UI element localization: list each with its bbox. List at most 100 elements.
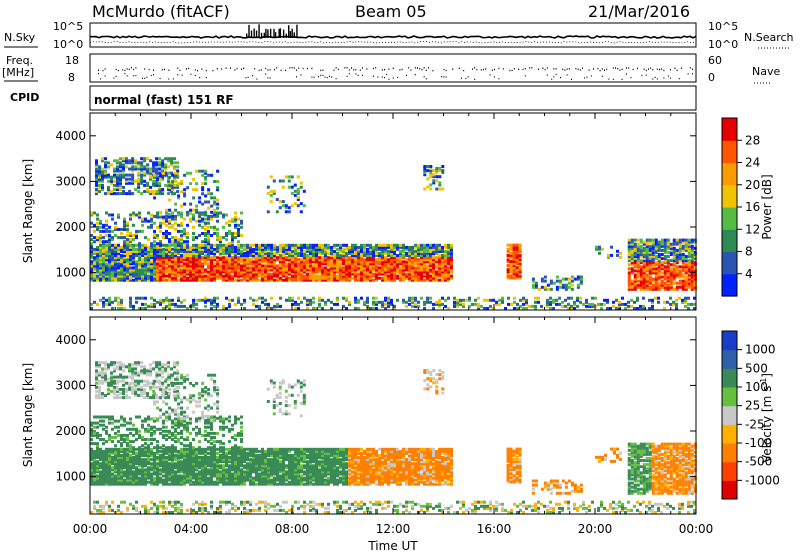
- heatmap-cell: [543, 287, 547, 291]
- heatmap-cell: [576, 285, 580, 289]
- heatmap-cell: [282, 262, 285, 266]
- heatmap-cell: [474, 302, 477, 306]
- heatmap-cell: [654, 263, 658, 267]
- heatmap-cell: [213, 200, 217, 204]
- freq-mark: [366, 68, 368, 70]
- heatmap-cell: [309, 276, 312, 280]
- freq-mark: [421, 69, 423, 71]
- heatmap-cell: [363, 258, 366, 262]
- heatmap-cell: [192, 196, 196, 200]
- heatmap-cell: [111, 460, 114, 464]
- heatmap-cell: [429, 245, 432, 249]
- heatmap-cell: [315, 266, 318, 270]
- heatmap-cell: [198, 456, 201, 459]
- heatmap-cell: [690, 240, 694, 244]
- heatmap-cell: [96, 264, 99, 268]
- freq-mark: [344, 67, 346, 69]
- heatmap-cell: [207, 276, 210, 280]
- heatmap-cell: [462, 302, 465, 306]
- heatmap-cell: [627, 248, 631, 252]
- heatmap-cell: [153, 258, 156, 262]
- heatmap-cell: [168, 482, 171, 486]
- heatmap-cell: [159, 274, 162, 278]
- heatmap-cell: [204, 238, 207, 242]
- heatmap-cell: [453, 296, 456, 300]
- heatmap-cell: [159, 476, 162, 480]
- heatmap-cell: [180, 250, 183, 253]
- heatmap-cell: [240, 266, 243, 270]
- heatmap-cell: [186, 252, 189, 255]
- heatmap-cell: [137, 190, 141, 193]
- heatmap-cell: [183, 449, 186, 453]
- heatmap-cell: [114, 466, 117, 470]
- heatmap-cell: [630, 283, 634, 287]
- heatmap-cell: [336, 274, 339, 278]
- heatmap-cell: [111, 474, 114, 478]
- heatmap-cell: [387, 254, 390, 258]
- heatmap-cell: [291, 296, 294, 300]
- heatmap-cell: [93, 462, 96, 466]
- heatmap-cell: [90, 274, 93, 278]
- heatmap-cell: [294, 307, 297, 310]
- heatmap-cell: [642, 269, 646, 273]
- heatmap-cell: [183, 472, 186, 476]
- freq-mark: [491, 69, 493, 71]
- heatmap-cell: [633, 253, 637, 256]
- heatmap-cell: [161, 175, 165, 179]
- heatmap-cell: [123, 268, 126, 272]
- heatmap-cell: [114, 227, 117, 231]
- heatmap-cell: [447, 274, 450, 278]
- heatmap-cell: [330, 268, 333, 272]
- heatmap-cell: [282, 247, 285, 251]
- heatmap-cell: [675, 253, 679, 256]
- heatmap-cell: [129, 250, 132, 253]
- heatmap-cell: [518, 255, 522, 259]
- heatmap-cell: [159, 177, 163, 181]
- heatmap-cell: [318, 270, 321, 274]
- heatmap-cell: [288, 270, 291, 274]
- heatmap-cell: [210, 447, 213, 451]
- heatmap-cell: [144, 250, 147, 253]
- heatmap-cell: [351, 256, 354, 260]
- heatmap-cell: [672, 300, 675, 304]
- heatmap-cell: [201, 225, 204, 229]
- heatmap-cell: [660, 242, 664, 246]
- heatmap-cell: [450, 268, 453, 272]
- heatmap-cell: [276, 278, 279, 282]
- heatmap-cell: [126, 462, 129, 466]
- heatmap-cell: [603, 302, 606, 306]
- freq-mark: [577, 68, 579, 70]
- heatmap-cell: [414, 245, 417, 249]
- heatmap-cell: [321, 272, 324, 276]
- heatmap-cell: [552, 281, 556, 285]
- heatmap-cell: [117, 478, 120, 482]
- heatmap-cell: [186, 272, 189, 276]
- heatmap-cell: [495, 300, 498, 304]
- heatmap-cell: [120, 466, 123, 470]
- heatmap-cell: [303, 260, 306, 264]
- heatmap-cell: [303, 270, 306, 274]
- heatmap-cell: [423, 268, 426, 272]
- heatmap-cell: [122, 173, 125, 177]
- freq-mark: [333, 69, 335, 71]
- heatmap-cell: [633, 259, 637, 263]
- heatmap-cell: [111, 217, 114, 221]
- freq-mark: [606, 68, 608, 71]
- heatmap-cell: [183, 466, 186, 470]
- heatmap-cell: [210, 258, 213, 262]
- heatmap-cell: [429, 187, 433, 191]
- heatmap-cell: [633, 300, 636, 304]
- heatmap-cell: [300, 260, 303, 264]
- heatmap-cell: [642, 275, 646, 279]
- heatmap-cell: [432, 247, 435, 251]
- heatmap-cell: [153, 278, 156, 282]
- freq-mark: [513, 68, 515, 70]
- heatmap-cell: [570, 275, 574, 279]
- heatmap-cell: [351, 243, 354, 247]
- heatmap-cell: [219, 247, 222, 251]
- heatmap-cell: [621, 302, 624, 306]
- heatmap-cell: [429, 274, 432, 278]
- heatmap-cell: [210, 274, 213, 278]
- heatmap-cell: [110, 181, 113, 185]
- heatmap-cell: [117, 300, 120, 304]
